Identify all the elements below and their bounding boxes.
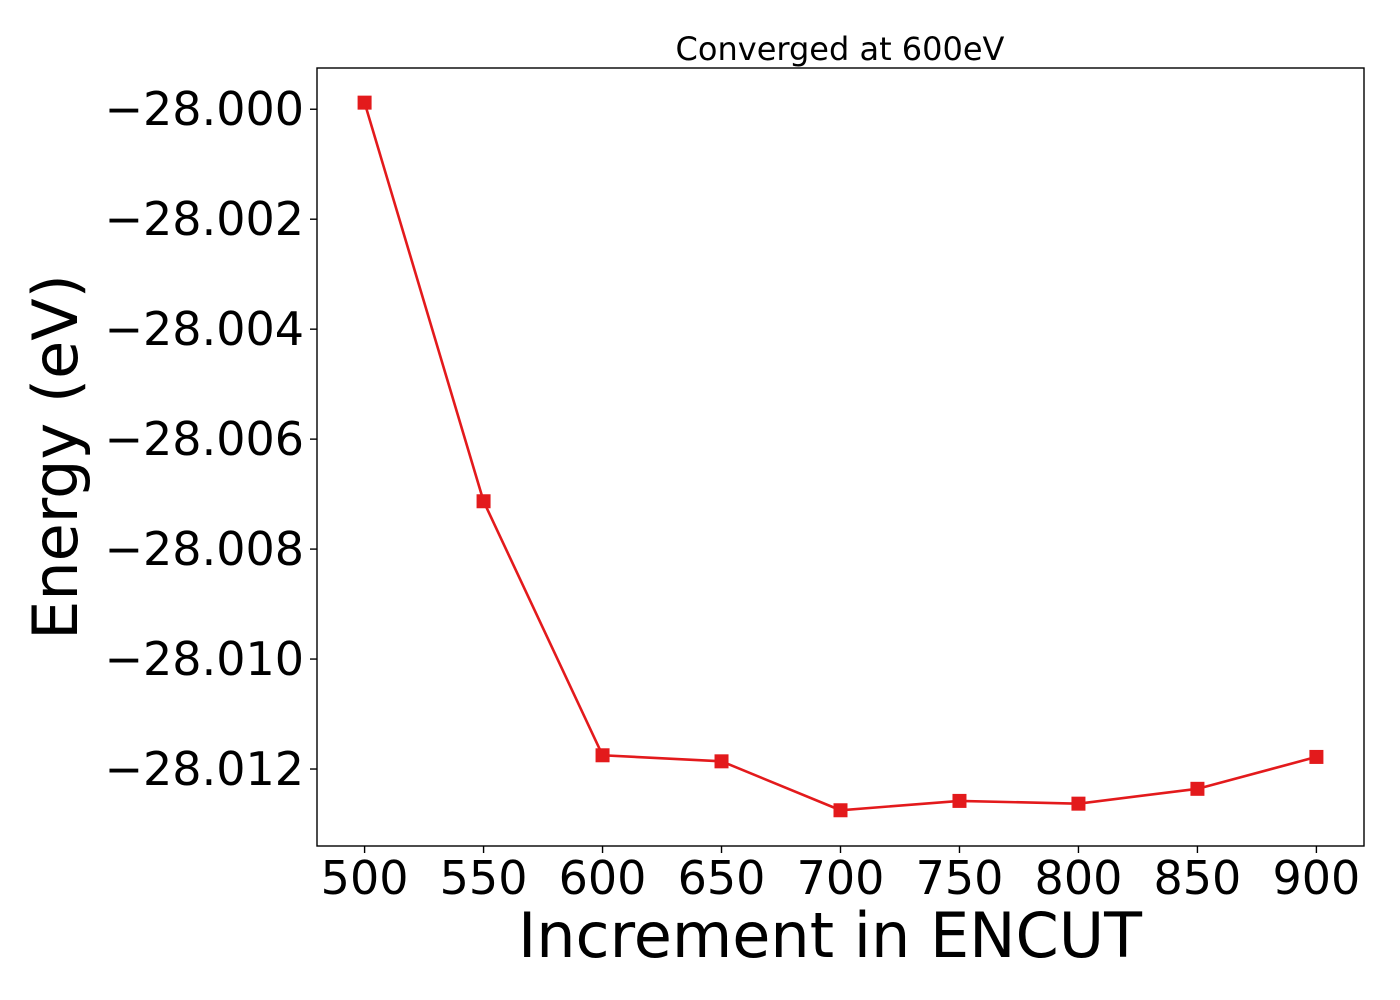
x-tick-label: 600 (559, 851, 647, 905)
y-tick-label: −28.006 (105, 412, 305, 466)
y-axis-ticks: −28.000 −28.002 −28.004 −28.006 −28.008 −28.0… (105, 82, 317, 796)
x-tick-label: 800 (1035, 851, 1123, 905)
y-tick-label: −28.002 (105, 192, 305, 246)
plot-frame (316, 67, 1365, 847)
plot-area (316, 67, 1365, 847)
data-point-marker (357, 95, 372, 110)
y-axis-label: Energy (eV) (19, 274, 92, 640)
x-tick-label: 900 (1273, 851, 1361, 905)
series-line (363, 102, 1317, 812)
data-point-marker (476, 494, 491, 509)
chart-title: Converged at 600eV (676, 30, 1005, 68)
data-point-marker (1071, 796, 1086, 811)
x-tick-label: 700 (797, 851, 885, 905)
y-tick-label: −28.012 (105, 742, 305, 796)
y-tick-label: −28.008 (105, 522, 305, 576)
x-tick-label: 850 (1154, 851, 1242, 905)
data-point-marker (952, 793, 967, 808)
data-point-marker (1190, 781, 1205, 796)
data-point-marker (1309, 749, 1324, 764)
data-point-marker (714, 754, 729, 769)
y-tick-label: −28.000 (105, 82, 305, 136)
y-tick-label: −28.010 (105, 632, 305, 686)
series-group (357, 95, 1324, 818)
x-axis-label: Increment in ENCUT (518, 899, 1143, 972)
x-tick-label: 550 (440, 851, 528, 905)
x-tick-label: 650 (678, 851, 766, 905)
x-tick-label: 750 (916, 851, 1004, 905)
data-point-marker (595, 748, 610, 763)
x-tick-label: 500 (321, 851, 409, 905)
y-tick-label: −28.004 (105, 302, 305, 356)
x-axis-ticks: 500 550 600 650 700 750 800 850 900 (321, 846, 1361, 905)
data-point-marker (833, 803, 848, 818)
